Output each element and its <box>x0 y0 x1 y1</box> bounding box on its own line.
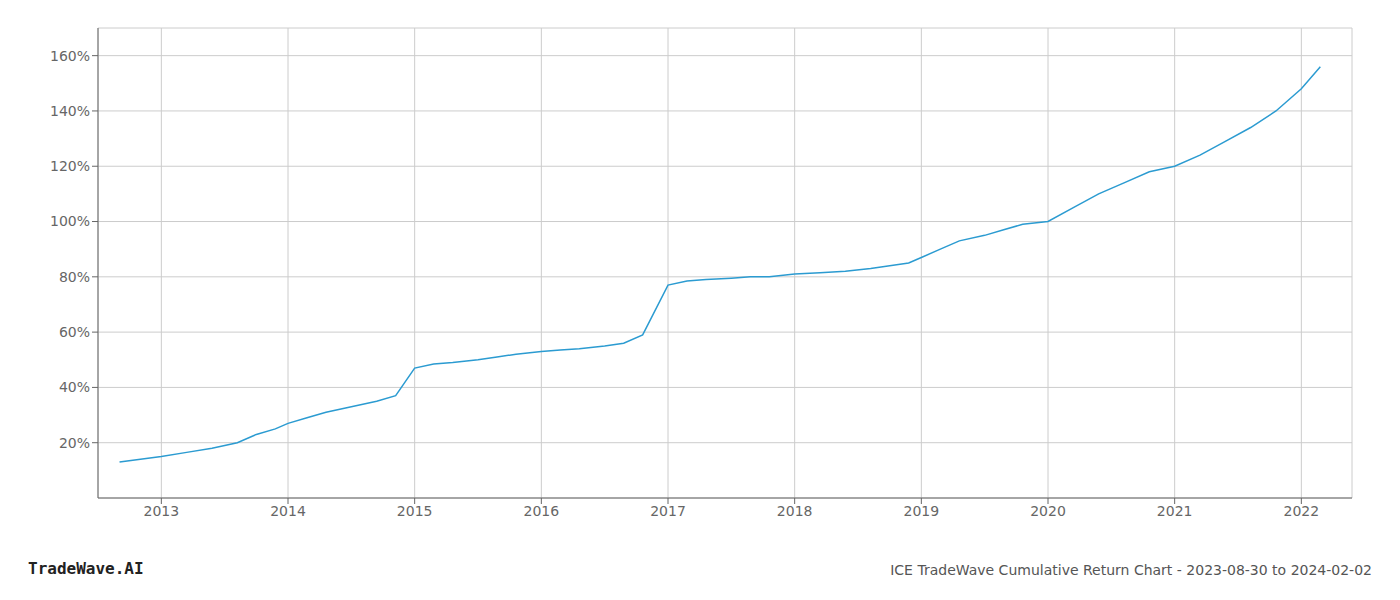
svg-text:100%: 100% <box>50 213 90 229</box>
svg-text:60%: 60% <box>59 324 90 340</box>
svg-text:2018: 2018 <box>777 503 813 519</box>
svg-text:2017: 2017 <box>650 503 686 519</box>
svg-text:140%: 140% <box>50 103 90 119</box>
svg-text:80%: 80% <box>59 269 90 285</box>
svg-text:20%: 20% <box>59 435 90 451</box>
svg-text:120%: 120% <box>50 158 90 174</box>
html-text:ICE TradeWave Cumulative Retur: ICE TradeWave Cumulative Return Chart - … <box>890 562 1372 578</box>
svg-text:2013: 2013 <box>144 503 180 519</box>
svg-text:2020: 2020 <box>1030 503 1066 519</box>
svg-text:2019: 2019 <box>904 503 940 519</box>
svg-text:2015: 2015 <box>397 503 433 519</box>
svg-text:160%: 160% <box>50 48 90 64</box>
svg-text:2021: 2021 <box>1157 503 1193 519</box>
html-text:TradeWave.AI: TradeWave.AI <box>28 559 144 578</box>
svg-text:40%: 40% <box>59 379 90 395</box>
svg-text:2016: 2016 <box>524 503 560 519</box>
svg-text:2014: 2014 <box>270 503 306 519</box>
svg-text:2022: 2022 <box>1284 503 1320 519</box>
